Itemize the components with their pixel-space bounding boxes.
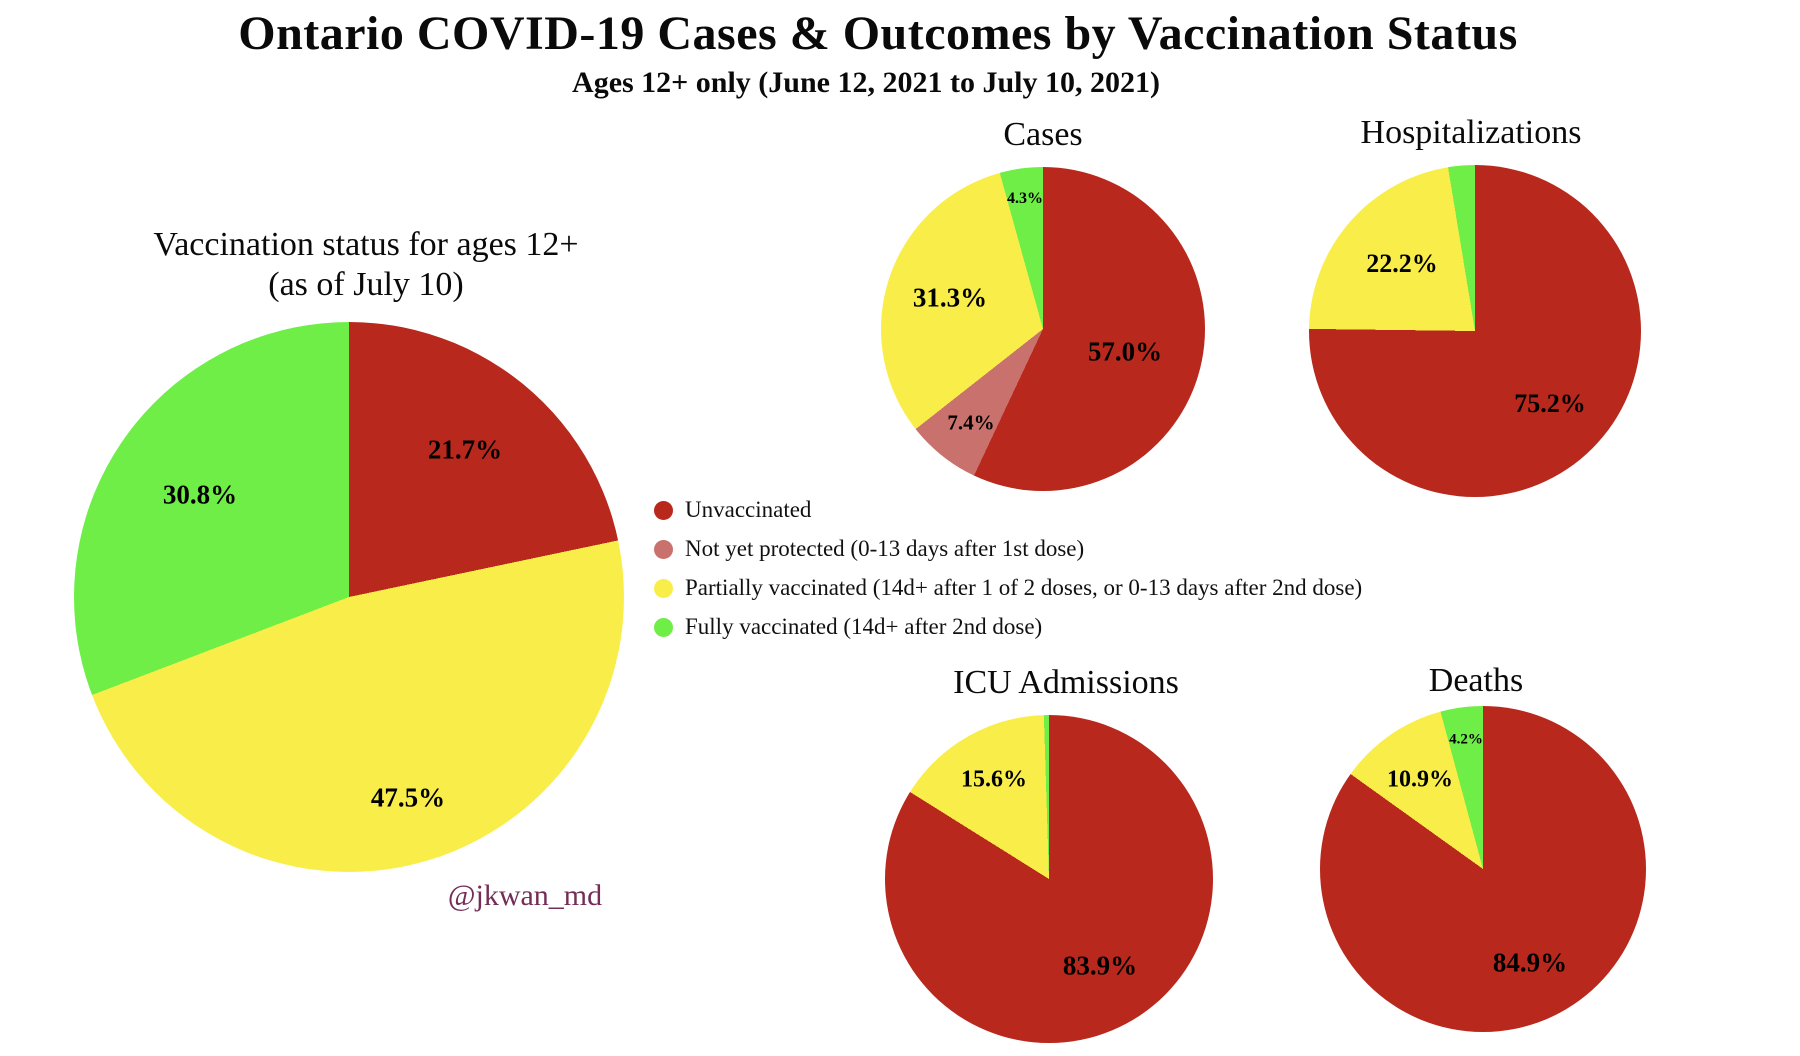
legend: Unvaccinated Not yet protected (0-13 day… [654, 496, 1362, 641]
pie-chart-hospitalizations [1309, 165, 1641, 497]
legend-item-unvaccinated: Unvaccinated [654, 496, 1362, 524]
legend-label: Partially vaccinated (14d+ after 1 of 2 … [685, 575, 1363, 600]
legend-item-not-yet-protected: Not yet protected (0-13 days after 1st d… [654, 535, 1362, 563]
pie-slice-label: 31.3% [912, 282, 988, 313]
pie-chart-deaths [1320, 706, 1646, 1032]
pie-slice-label: 4.3% [1007, 190, 1043, 207]
pie-title-deaths: Deaths [1428, 662, 1524, 699]
pie-slice-label: 84.9% [1492, 947, 1568, 978]
pie-slice-label: 15.6% [961, 766, 1027, 793]
pie-slice-label: 75.2% [1514, 389, 1586, 418]
watermark-handle: @jkwan_md [447, 879, 603, 912]
legend-item-partially-vaccinated: Partially vaccinated (14d+ after 1 of 2 … [654, 574, 1362, 602]
page-subtitle: Ages 12+ only (June 12, 2021 to July 10,… [572, 66, 1160, 99]
pie-slice-label: 22.2% [1366, 249, 1438, 278]
legend-dot-unvaccinated [654, 500, 673, 520]
pie-chart-icu-admissions [885, 715, 1213, 1043]
pie-chart-cases [881, 167, 1205, 491]
pie-title-vaccination-status-line1: Vaccination status for ages 12+ [153, 226, 579, 263]
pie-slice-label: 4.2% [1449, 731, 1483, 748]
pie-slice-label: 47.5% [370, 782, 446, 813]
pie-slice-label: 10.9% [1387, 766, 1453, 793]
legend-label: Fully vaccinated (14d+ after 2nd dose) [685, 614, 1043, 639]
pie-slice-label: 83.9% [1062, 950, 1138, 981]
pie-title-icu-admissions: ICU Admissions [953, 664, 1179, 701]
legend-item-fully-vaccinated: Fully vaccinated (14d+ after 2nd dose) [654, 613, 1362, 641]
pie-slice-label: 7.4% [947, 410, 995, 435]
pie-title-vaccination-status: Vaccination status for ages 12+ (as of J… [153, 225, 578, 305]
pie-slice-label: 30.8% [162, 479, 238, 510]
pie-chart-vaccination-status [74, 322, 624, 872]
legend-dot-fully-vaccinated [654, 617, 673, 637]
page-title: Ontario COVID-19 Cases & Outcomes by Vac… [238, 7, 1518, 60]
pie-title-hospitalizations: Hospitalizations [1360, 114, 1582, 151]
legend-dot-not-yet-protected [654, 539, 673, 559]
legend-dot-partially-vaccinated [654, 578, 673, 598]
legend-label: Unvaccinated [685, 497, 812, 522]
pie-slice-label: 21.7% [427, 434, 503, 465]
legend-label: Not yet protected (0-13 days after 1st d… [685, 536, 1085, 561]
pie-title-cases: Cases [1003, 116, 1083, 153]
pie-slice-label: 57.0% [1087, 336, 1163, 367]
pie-title-vaccination-status-line2: (as of July 10) [268, 266, 464, 303]
